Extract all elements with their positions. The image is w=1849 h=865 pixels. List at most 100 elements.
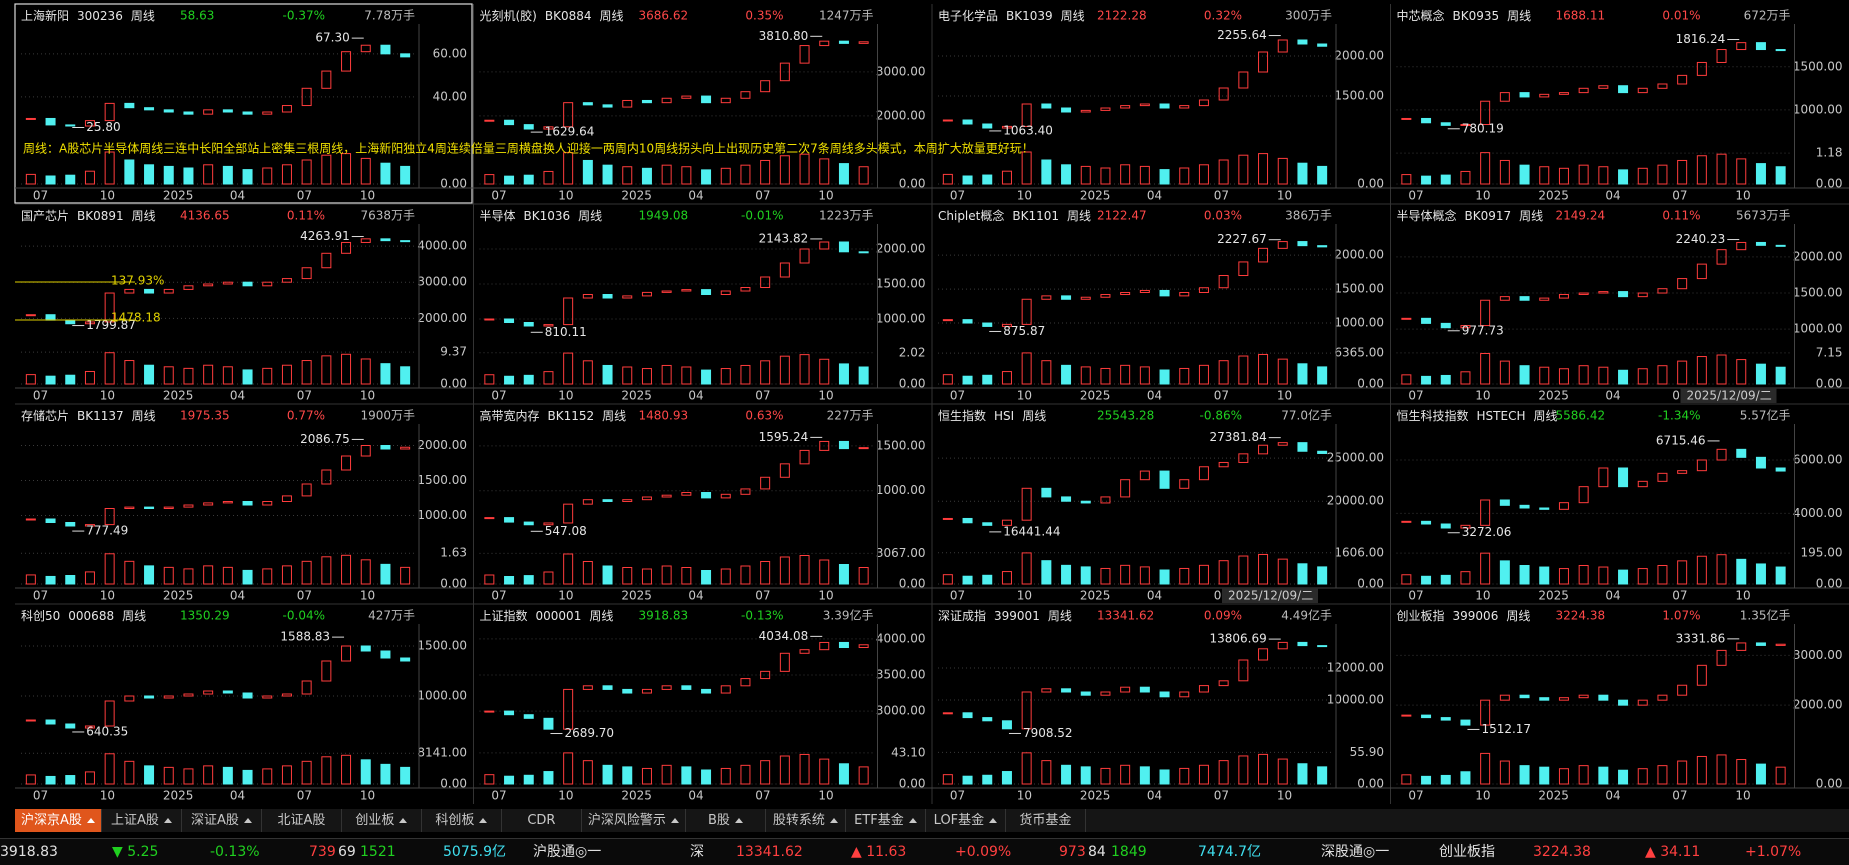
candle xyxy=(104,700,115,727)
status-item: 739 xyxy=(309,844,336,860)
candle xyxy=(183,285,194,290)
volume-bar xyxy=(1519,564,1530,585)
status-item: 3918.83 xyxy=(0,844,58,860)
candle xyxy=(819,641,830,651)
volume-bar xyxy=(1100,167,1111,185)
volume-bar xyxy=(1080,566,1091,585)
volume-bar xyxy=(962,575,973,585)
x-tick-label: 10 xyxy=(1277,789,1292,803)
volume-bar xyxy=(1139,165,1150,185)
candle xyxy=(622,99,633,108)
status-item: -0.13% xyxy=(210,844,260,860)
volume-bar xyxy=(982,174,993,185)
candle xyxy=(484,710,495,713)
candle xyxy=(523,124,534,130)
volume-tick-label: 2.02 xyxy=(899,345,926,359)
volume-bar xyxy=(942,574,953,585)
volume-bar xyxy=(400,566,411,585)
candle xyxy=(163,109,174,113)
volume-bar xyxy=(1179,767,1190,785)
candle xyxy=(523,714,534,719)
volume-bar xyxy=(65,575,76,585)
market-tab[interactable]: 创业板 xyxy=(342,809,422,832)
market-tab[interactable]: 货币基金 xyxy=(1006,809,1086,832)
market-tab[interactable]: 科创板 xyxy=(422,809,502,832)
volume-bar xyxy=(1440,174,1451,185)
low-label: 875.87 xyxy=(1003,324,1045,338)
candle xyxy=(602,499,613,502)
candle xyxy=(1198,99,1209,107)
volume-bar xyxy=(1677,760,1688,785)
candle xyxy=(1297,442,1308,452)
y-tick-label: 1500.00 xyxy=(876,438,926,452)
panel-title: 恒生科技指数 HSTECH 周线 xyxy=(1397,408,1558,423)
volume-bar xyxy=(661,565,672,585)
market-tab[interactable]: 深证A股 xyxy=(182,809,262,832)
volume-bar xyxy=(380,563,391,585)
candle xyxy=(1440,523,1451,529)
candle xyxy=(582,102,593,106)
market-tab[interactable]: 上证A股 xyxy=(102,809,182,832)
volume-unit: 3.39亿手 xyxy=(823,608,874,623)
volume-bar xyxy=(681,166,692,185)
y-tick-label: 12000.00 xyxy=(1327,661,1384,675)
volume-bar xyxy=(523,174,534,185)
stock-panel: 半导体概念 BK0917 周线 2149.24 0.11% 5673万手 2000.00 15… xyxy=(1390,208,1849,403)
volume-bar xyxy=(1139,366,1150,385)
market-tab[interactable]: ETF基金 xyxy=(846,809,926,832)
title-period: 周线 xyxy=(1067,209,1091,223)
volume-bar xyxy=(1258,553,1269,585)
volume-bar xyxy=(1696,755,1707,785)
panel-title: 上海新阳 300236 周线 xyxy=(21,8,155,23)
volume-bar xyxy=(1716,754,1727,785)
candle xyxy=(942,119,953,122)
candle xyxy=(163,288,174,294)
x-tick-label: 07 xyxy=(297,789,312,803)
tab-label: 股转系统 xyxy=(772,813,825,828)
x-tick-label: 10 xyxy=(100,189,115,203)
market-tab[interactable]: LOF基金 xyxy=(926,809,1006,832)
candle xyxy=(1198,466,1209,481)
change: -0.86% xyxy=(1200,409,1242,423)
volume-bar xyxy=(1159,769,1170,785)
x-tick-label: 07 xyxy=(491,389,506,403)
x-tick-label: 10 xyxy=(818,389,833,403)
candle xyxy=(543,126,554,130)
title-period: 周线 xyxy=(589,609,613,623)
volume-tick-label: 0.00 xyxy=(1357,177,1384,191)
candle xyxy=(1775,467,1786,472)
status-item: 深 xyxy=(690,844,704,860)
market-tab[interactable]: 沪深风险警示 xyxy=(582,809,686,832)
price: 13341.62 xyxy=(1097,609,1154,623)
volume-bar xyxy=(1460,170,1471,185)
price: 2122.47 xyxy=(1097,209,1147,223)
volume-bar xyxy=(1421,575,1432,585)
title-period: 周线 xyxy=(1022,409,1046,423)
candle xyxy=(321,70,332,89)
candle xyxy=(740,488,751,495)
change: 0.03% xyxy=(1204,209,1242,223)
candle xyxy=(321,252,332,269)
volume-bar xyxy=(543,371,554,385)
volume-bar xyxy=(1218,159,1229,185)
market-tab[interactable]: 沪深京A股 xyxy=(15,809,102,832)
x-tick-label: 2025 xyxy=(621,189,652,203)
candle xyxy=(602,685,613,690)
candle xyxy=(1440,322,1451,329)
volume-unit: 7.78万手 xyxy=(364,9,415,23)
candle xyxy=(543,717,554,730)
menu-arrow xyxy=(163,818,172,823)
market-tab[interactable]: 北证A股 xyxy=(262,809,342,832)
market-tab[interactable]: CDR xyxy=(502,809,582,832)
market-tab[interactable]: 股转系统 xyxy=(766,809,846,832)
volume-bar xyxy=(1558,167,1569,185)
market-tab[interactable]: B股 xyxy=(686,809,766,832)
volume-bar xyxy=(1480,752,1491,785)
volume-bar xyxy=(1100,767,1111,785)
title-name: 存储芯片 xyxy=(21,408,69,423)
x-tick-label: 10 xyxy=(1475,189,1490,203)
y-tick-label: 1000.00 xyxy=(417,689,467,703)
candle xyxy=(563,503,574,524)
x-tick-label: 10 xyxy=(100,389,115,403)
volume-bar xyxy=(838,763,849,785)
